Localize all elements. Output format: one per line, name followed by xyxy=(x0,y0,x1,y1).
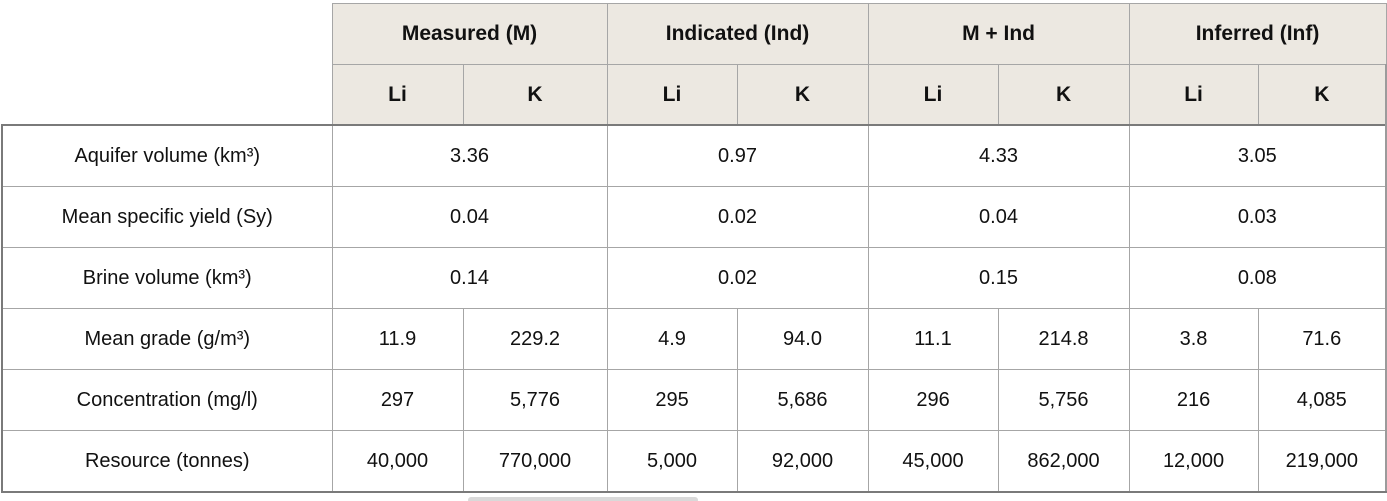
value-cell: 4,085 xyxy=(1257,369,1387,431)
subheader-measured-li: Li xyxy=(331,64,464,126)
value-cell: 770,000 xyxy=(462,430,608,493)
subheader-indicated-li: Li xyxy=(606,64,738,126)
value-cell: 5,000 xyxy=(606,430,738,493)
value-cell: 5,776 xyxy=(462,369,608,431)
value-cell: 71.6 xyxy=(1257,308,1387,370)
value-cell: 4.33 xyxy=(867,124,1130,187)
table-row-mean-grade: Mean grade (g/m³) 11.9 229.2 4.9 94.0 11… xyxy=(1,308,1387,370)
value-cell: 3.8 xyxy=(1128,308,1259,370)
horizontal-scrollbar-thumb[interactable] xyxy=(468,497,698,501)
subheader-inferred-k: K xyxy=(1257,64,1387,126)
col-group-header-m-plus-ind: M + Ind xyxy=(867,3,1130,65)
value-cell: 297 xyxy=(331,369,464,431)
value-cell: 0.14 xyxy=(331,247,608,309)
value-cell: 219,000 xyxy=(1257,430,1387,493)
table-row-aquifer-volume: Aquifer volume (km³) 3.36 0.97 4.33 3.05 xyxy=(1,124,1387,187)
value-cell: 94.0 xyxy=(736,308,869,370)
table-row-brine-volume: Brine volume (km³) 0.14 0.02 0.15 0.08 xyxy=(1,247,1387,309)
value-cell: 0.15 xyxy=(867,247,1130,309)
value-cell: 862,000 xyxy=(997,430,1130,493)
table-row-resource: Resource (tonnes) 40,000 770,000 5,000 9… xyxy=(1,430,1387,493)
value-cell: 296 xyxy=(867,369,999,431)
table-row-concentration: Concentration (mg/l) 297 5,776 295 5,686… xyxy=(1,369,1387,431)
subheader-m-plus-ind-li: Li xyxy=(867,64,999,126)
value-cell: 0.08 xyxy=(1128,247,1387,309)
value-cell: 229.2 xyxy=(462,308,608,370)
value-cell: 295 xyxy=(606,369,738,431)
value-cell: 12,000 xyxy=(1128,430,1259,493)
value-cell: 40,000 xyxy=(331,430,464,493)
table-row-mean-specific-yield: Mean specific yield (Sy) 0.04 0.02 0.04 … xyxy=(1,186,1387,248)
row-label: Resource (tonnes) xyxy=(1,430,333,493)
subheader-measured-k: K xyxy=(462,64,608,126)
value-cell: 11.1 xyxy=(867,308,999,370)
subheader-inferred-li: Li xyxy=(1128,64,1259,126)
value-cell: 5,756 xyxy=(997,369,1130,431)
resource-estimate-table: Measured (M) Indicated (Ind) M + Ind Inf… xyxy=(1,3,1387,493)
row-label: Concentration (mg/l) xyxy=(1,369,333,431)
col-group-header-measured: Measured (M) xyxy=(331,3,608,65)
row-label: Brine volume (km³) xyxy=(1,247,333,309)
value-cell: 5,686 xyxy=(736,369,869,431)
value-cell: 92,000 xyxy=(736,430,869,493)
col-group-header-inferred: Inferred (Inf) xyxy=(1128,3,1387,65)
subheader-indicated-k: K xyxy=(736,64,869,126)
value-cell: 11.9 xyxy=(331,308,464,370)
row-label: Aquifer volume (km³) xyxy=(1,124,333,187)
row-label: Mean grade (g/m³) xyxy=(1,308,333,370)
row-label: Mean specific yield (Sy) xyxy=(1,186,333,248)
page: Measured (M) Indicated (Ind) M + Ind Inf… xyxy=(0,3,1387,501)
value-cell: 0.02 xyxy=(606,247,869,309)
header-sub-row: Li K Li K Li K Li K xyxy=(2,64,1387,126)
subheader-m-plus-ind-k: K xyxy=(997,64,1130,126)
value-cell: 0.02 xyxy=(606,186,869,248)
value-cell: 0.04 xyxy=(867,186,1130,248)
value-cell: 214.8 xyxy=(997,308,1130,370)
value-cell: 4.9 xyxy=(606,308,738,370)
col-group-header-indicated: Indicated (Ind) xyxy=(606,3,869,65)
value-cell: 45,000 xyxy=(867,430,999,493)
value-cell: 0.03 xyxy=(1128,186,1387,248)
value-cell: 3.05 xyxy=(1128,124,1387,187)
value-cell: 216 xyxy=(1128,369,1259,431)
value-cell: 3.36 xyxy=(331,124,608,187)
value-cell: 0.04 xyxy=(331,186,608,248)
corner-spacer xyxy=(2,3,333,126)
value-cell: 0.97 xyxy=(606,124,869,187)
header-group-row: Measured (M) Indicated (Ind) M + Ind Inf… xyxy=(2,3,1387,126)
